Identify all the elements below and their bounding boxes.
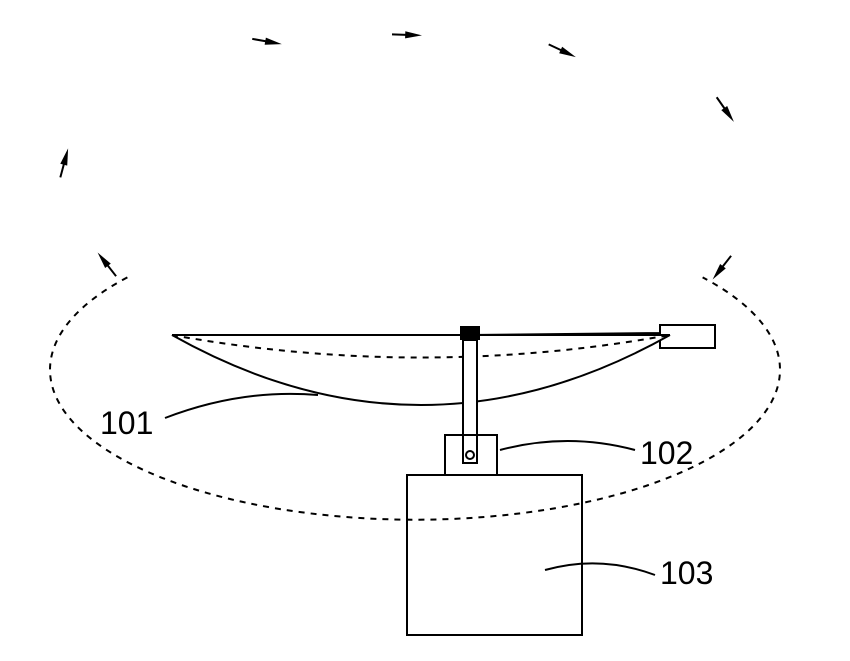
label-103: 103 — [660, 555, 713, 592]
dish-antenna-101 — [172, 335, 670, 405]
shaft — [463, 340, 477, 463]
rotation-arrows — [60, 31, 734, 279]
diagram-svg — [0, 0, 850, 661]
feed-arm — [460, 325, 715, 348]
label-102: 102 — [640, 435, 693, 472]
label-101: 101 — [100, 405, 153, 442]
diagram-root: 101 102 103 — [0, 0, 850, 661]
base-box-103 — [407, 475, 582, 635]
rotation-path-ellipse — [50, 277, 780, 519]
